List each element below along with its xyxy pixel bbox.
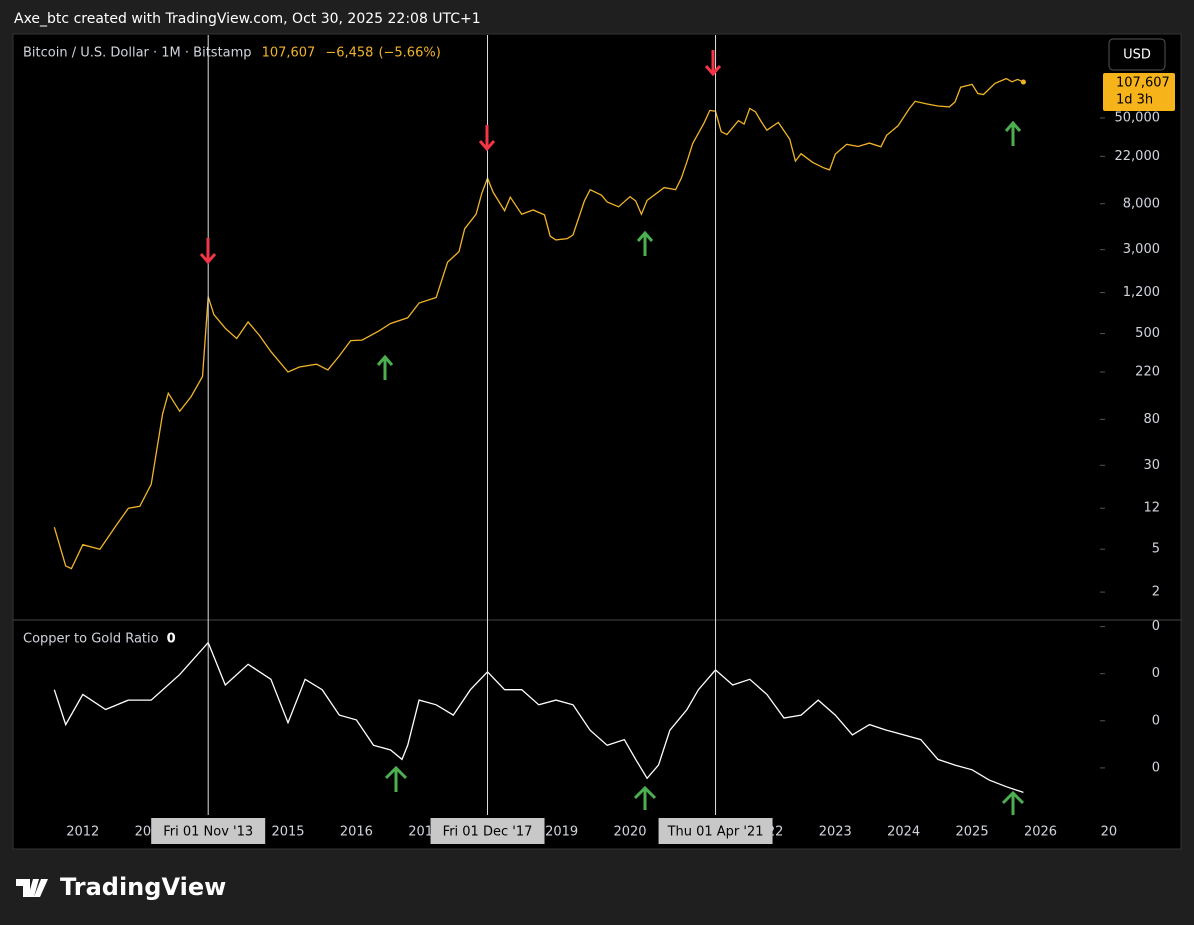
footer-logo: TradingView	[16, 873, 226, 901]
crosshair-label: Thu 01 Apr '21	[667, 825, 764, 840]
y-tick-label: 12	[1143, 501, 1160, 516]
down-arrow	[704, 50, 722, 77]
y-tick-label: 1,200	[1123, 285, 1160, 300]
bottom-arrows	[376, 120, 1025, 815]
y-tick-label: 220	[1135, 365, 1160, 380]
crosshair-label-box	[430, 818, 545, 844]
annotations	[199, 50, 1025, 815]
logo-icon	[16, 879, 48, 897]
x-tick-label: 2023	[819, 825, 852, 840]
crosshair-label: Fri 01 Dec '17	[443, 825, 533, 840]
up-arrow	[376, 354, 394, 380]
price-badge-value: 107,607	[1116, 76, 1170, 91]
legend-value: 0	[167, 632, 176, 647]
peak-arrows	[199, 50, 722, 265]
y-tick-label: 0	[1152, 760, 1160, 775]
y-tick-label: 3,000	[1123, 242, 1160, 257]
chart-frame	[12, 33, 1182, 850]
legend-change-pct: (−5.66%)	[378, 46, 440, 61]
footer-brand: TradingView	[60, 873, 226, 901]
x-tick-label: 2015	[271, 825, 304, 840]
last-point	[1020, 79, 1026, 85]
legend-title: Copper to Gold Ratio	[23, 632, 159, 647]
plot-area: 2 5 12 30 80 220 500 1,200 3,000 8,000 22,000 50,00…	[23, 35, 1175, 844]
legend-title: Bitcoin / U.S. Dollar · 1M · Bitstamp	[23, 46, 252, 61]
y-tick-label: 30	[1143, 458, 1160, 473]
up-arrow	[636, 230, 654, 256]
legend-last-value: 107,607	[262, 46, 316, 61]
y-tick-label: 8,000	[1123, 196, 1160, 211]
y-tick-label: 0	[1152, 666, 1160, 681]
up-arrow	[1004, 120, 1022, 146]
y-tick-label: 22,000	[1115, 149, 1161, 164]
x-tick-label: 20	[1101, 825, 1118, 840]
x-tick-label: 2025	[956, 825, 989, 840]
price-badge	[1103, 73, 1175, 112]
x-tick-label: 2019	[545, 825, 578, 840]
series-line	[53, 641, 1024, 794]
x-tick-label: 2020	[613, 825, 646, 840]
y-tick-label: 80	[1143, 412, 1160, 427]
crosshair-label: Fri 01 Nov '13	[163, 825, 253, 840]
y-tick-label: 500	[1135, 326, 1160, 341]
crosshair-label-box	[151, 818, 266, 844]
up-arrow	[1001, 790, 1025, 815]
crosshair-label-box	[658, 818, 773, 844]
y-tick-label: 2	[1152, 585, 1160, 600]
legend-change: −6,458	[325, 46, 373, 61]
x-tick-label: 2024	[887, 825, 920, 840]
x-tick-label: 2012	[66, 825, 99, 840]
usd-button[interactable]: USD	[1108, 38, 1166, 71]
y-tick-label: 0	[1152, 713, 1160, 728]
y-tick-label: 50,000	[1115, 110, 1161, 125]
down-arrow	[199, 238, 217, 265]
y-tick-label: 0	[1152, 619, 1160, 634]
up-arrow	[384, 765, 408, 792]
price-badge-countdown: 1d 3h	[1116, 93, 1153, 108]
x-tick-label: 2016	[340, 825, 373, 840]
x-tick-label: 2026	[1024, 825, 1057, 840]
down-arrow	[478, 125, 496, 152]
header: Axe_btc created with TradingView.com, Oc…	[14, 11, 481, 27]
y-tick-label: 5	[1152, 542, 1160, 557]
up-arrow	[633, 785, 657, 810]
series-line	[53, 77, 1024, 570]
usd-label[interactable]: USD	[1123, 48, 1151, 63]
